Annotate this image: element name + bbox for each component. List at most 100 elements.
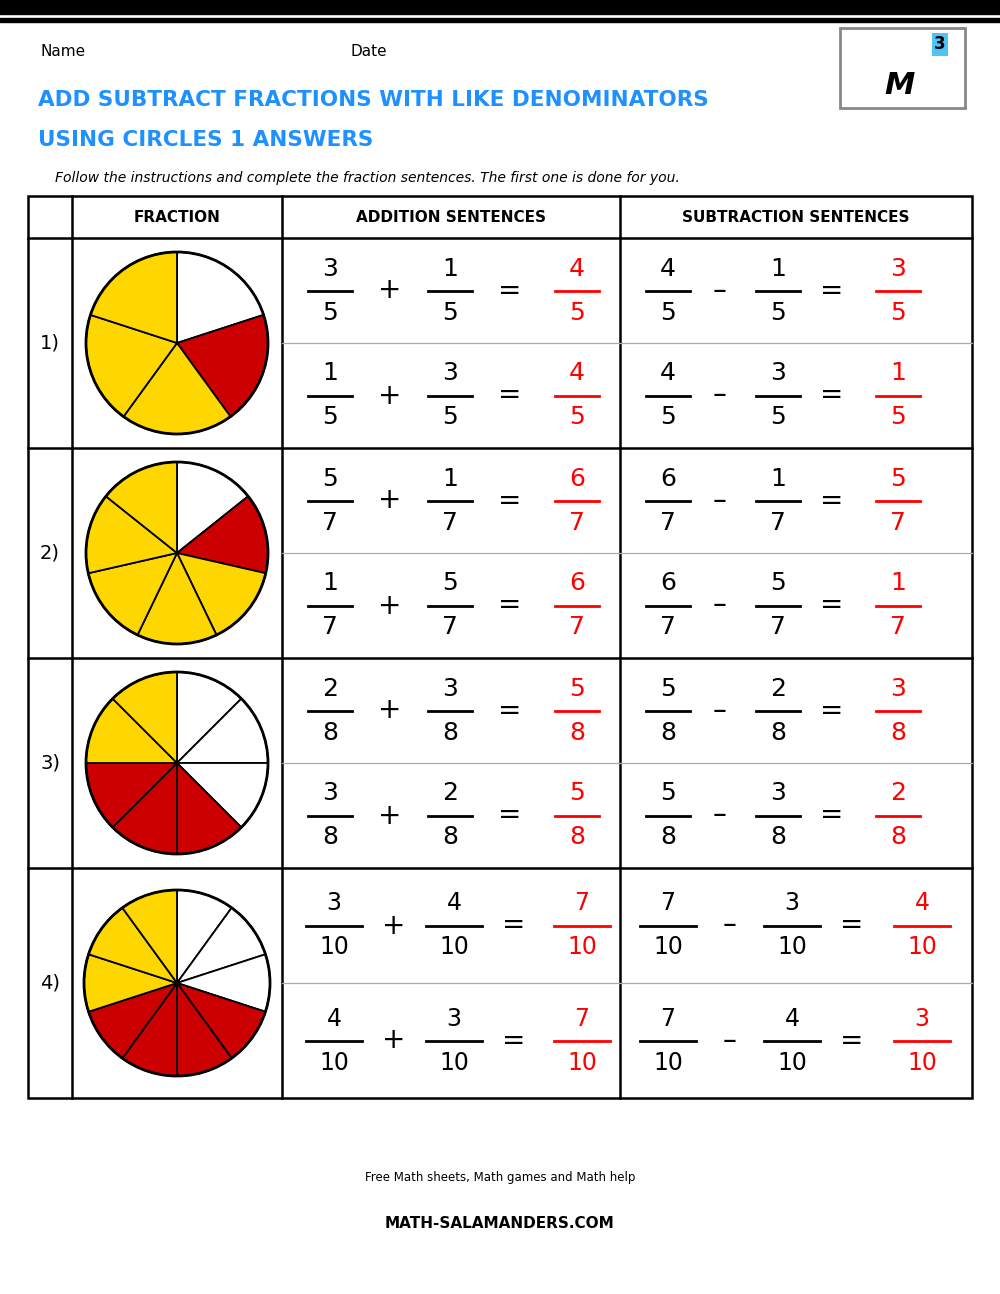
Text: 7: 7: [770, 511, 786, 534]
Text: 10: 10: [907, 1051, 937, 1074]
Wedge shape: [106, 462, 177, 553]
Text: 7: 7: [322, 511, 338, 534]
Wedge shape: [113, 763, 177, 854]
Wedge shape: [177, 908, 265, 983]
Text: 10: 10: [439, 1051, 469, 1074]
Text: 6: 6: [569, 572, 585, 595]
Wedge shape: [113, 672, 177, 763]
Text: 4: 4: [784, 1007, 800, 1030]
Text: 4: 4: [446, 892, 462, 915]
Text: 10: 10: [567, 1051, 597, 1074]
Wedge shape: [86, 763, 177, 827]
Text: 8: 8: [660, 721, 676, 744]
Text: 2): 2): [40, 543, 60, 563]
Text: 3: 3: [326, 892, 342, 915]
Text: 5: 5: [322, 300, 338, 325]
Text: –: –: [713, 801, 727, 829]
Text: 5: 5: [569, 782, 585, 805]
Text: 5: 5: [322, 405, 338, 430]
Wedge shape: [122, 983, 177, 1077]
Text: 4: 4: [914, 892, 930, 915]
Wedge shape: [177, 497, 268, 573]
Text: 2: 2: [322, 677, 338, 700]
Text: =: =: [498, 382, 522, 409]
Text: 8: 8: [890, 826, 906, 849]
Text: –: –: [713, 487, 727, 515]
Text: FRACTION: FRACTION: [134, 210, 220, 224]
Text: 4: 4: [660, 361, 676, 386]
Text: Follow the instructions and complete the fraction sentences. The first one is do: Follow the instructions and complete the…: [55, 171, 680, 185]
Text: =: =: [840, 1026, 864, 1055]
Wedge shape: [177, 314, 268, 417]
Text: 3: 3: [770, 782, 786, 805]
Text: –: –: [713, 696, 727, 725]
Wedge shape: [177, 954, 270, 1012]
Text: SUBTRACTION SENTENCES: SUBTRACTION SENTENCES: [682, 210, 910, 224]
Text: =: =: [498, 591, 522, 620]
Text: =: =: [840, 911, 864, 939]
Text: 5: 5: [770, 572, 786, 595]
Wedge shape: [86, 699, 177, 763]
Text: 7: 7: [660, 616, 676, 639]
Wedge shape: [122, 890, 177, 983]
Text: 5: 5: [322, 467, 338, 490]
Wedge shape: [177, 462, 248, 553]
Text: 1): 1): [40, 334, 60, 352]
Text: 1: 1: [322, 572, 338, 595]
Wedge shape: [124, 343, 230, 433]
Text: =: =: [502, 911, 526, 939]
Text: 8: 8: [569, 721, 585, 744]
Text: –: –: [713, 382, 727, 409]
Text: =: =: [498, 487, 522, 515]
Wedge shape: [177, 983, 232, 1077]
Text: MATH-SALAMANDERS.COM: MATH-SALAMANDERS.COM: [385, 1215, 615, 1231]
Text: 5: 5: [442, 300, 458, 325]
Text: 5: 5: [770, 300, 786, 325]
Text: 5: 5: [890, 405, 906, 430]
Text: 3: 3: [442, 677, 458, 700]
Wedge shape: [90, 252, 177, 343]
Text: M: M: [885, 70, 915, 100]
Text: 1: 1: [322, 361, 338, 386]
Bar: [840, 28, 965, 107]
Wedge shape: [88, 553, 177, 635]
Text: +: +: [382, 911, 406, 939]
Text: 2: 2: [770, 677, 786, 700]
Text: –: –: [723, 1026, 737, 1055]
Wedge shape: [177, 890, 232, 983]
Text: 5: 5: [660, 405, 676, 430]
Text: 8: 8: [569, 826, 585, 849]
Text: 7: 7: [322, 616, 338, 639]
Text: 5: 5: [660, 300, 676, 325]
Text: –: –: [713, 591, 727, 620]
Text: +: +: [378, 382, 402, 409]
Text: 10: 10: [319, 1051, 349, 1074]
Text: 1: 1: [890, 361, 906, 386]
Text: +: +: [378, 801, 402, 829]
Text: =: =: [498, 277, 522, 304]
Text: 6: 6: [569, 467, 585, 490]
Wedge shape: [177, 699, 268, 763]
Text: ADD SUBTRACT FRACTIONS WITH LIKE DENOMINATORS: ADD SUBTRACT FRACTIONS WITH LIKE DENOMIN…: [38, 91, 709, 110]
Text: 1: 1: [770, 256, 786, 281]
Text: 1: 1: [442, 467, 458, 490]
Text: 7: 7: [442, 616, 458, 639]
Text: 8: 8: [890, 721, 906, 744]
Text: 5: 5: [569, 300, 585, 325]
Text: 10: 10: [653, 1051, 683, 1074]
Text: 7: 7: [660, 892, 676, 915]
Text: 8: 8: [442, 721, 458, 744]
Text: 4: 4: [660, 256, 676, 281]
Text: 7: 7: [574, 892, 590, 915]
Text: 7: 7: [890, 511, 906, 534]
Text: 7: 7: [569, 616, 585, 639]
Text: 7: 7: [660, 1007, 676, 1030]
Wedge shape: [86, 314, 177, 417]
Text: 6: 6: [660, 572, 676, 595]
Text: 1: 1: [442, 256, 458, 281]
Text: 10: 10: [907, 936, 937, 959]
Text: 8: 8: [322, 826, 338, 849]
Text: =: =: [498, 801, 522, 829]
Text: 3: 3: [890, 677, 906, 700]
Text: +: +: [378, 591, 402, 620]
